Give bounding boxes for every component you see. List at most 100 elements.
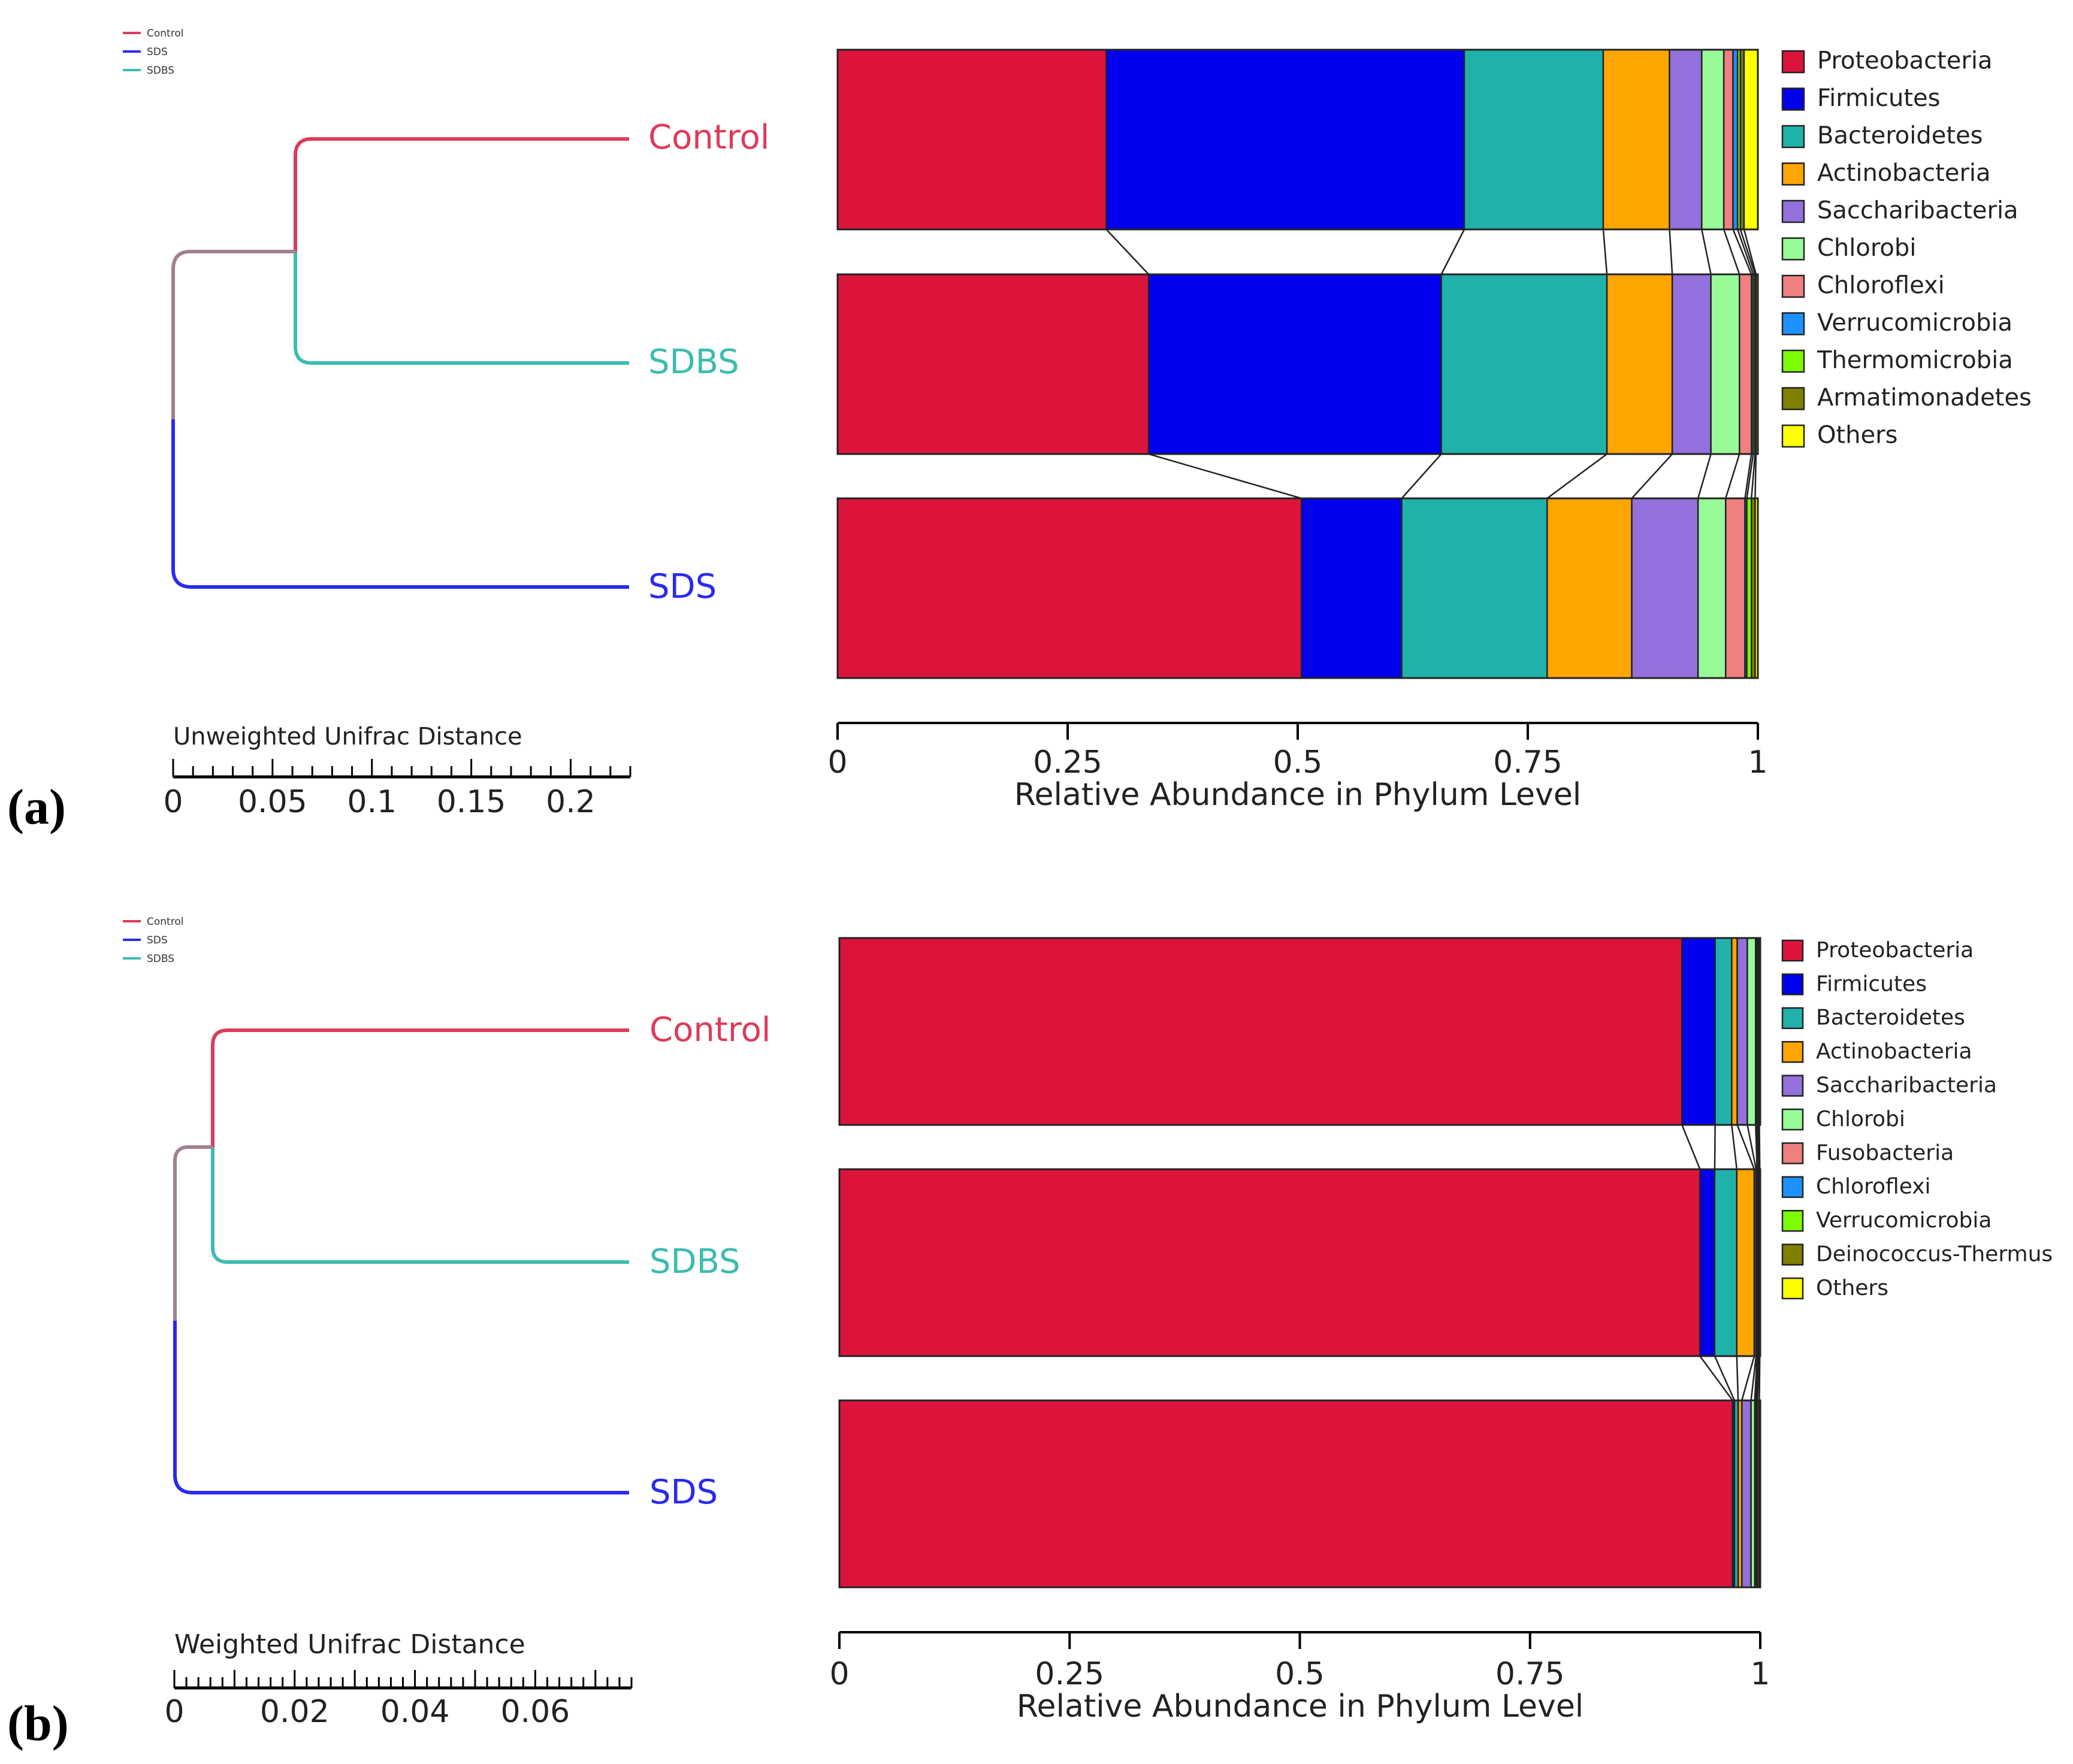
connector-actinobacteria [1741,1355,1755,1401]
connector-armatimonadetes [1743,229,1757,275]
distance-scale-a: Unweighted Unifrac Distance 0 0.05 0.1 0.15… [163,723,631,820]
legend-label: Others [1816,1276,1888,1300]
scale-tick-label: 0.1 [347,784,397,820]
legend-item-thermomicrobia: Thermomicrobia [1781,347,2013,374]
x-tick-label: 1 [1750,1656,1770,1692]
connector-saccharibacteria [1701,229,1712,275]
connector-firmicutes [1440,229,1465,275]
connector-proteobacteria [1105,229,1150,275]
x-tick-label: 0.75 [1495,1656,1565,1692]
bar-outline-control [836,49,1759,231]
bar-segment-sds-firmicutes [1300,497,1403,679]
connector-chloroflexi [1744,453,1752,499]
bar-segment-control-firmicutes [1105,49,1465,231]
legend-swatch [1781,424,1805,448]
legend-swatch [1781,349,1805,373]
x-tick-label: 0.25 [1035,1656,1104,1692]
bar-segment-control-chlorobi [1701,49,1725,231]
bar-outline-sdbs [838,1168,1761,1357]
dendro-b-leaf-sdbs: SDBS [649,1242,741,1281]
legend-swatch [1781,1209,1804,1232]
legend-item-chlorobi: Chlorobi [1781,1107,1905,1131]
bar-segment-control-actinobacteria [1602,49,1670,231]
connector-actinobacteria [1669,229,1673,275]
connector-bacteroidetes [1736,1355,1739,1401]
connector-thermomicrobia [1751,453,1756,499]
legend-item-actinobacteria: Actinobacteria [1781,159,1991,187]
legend-swatch [1781,1243,1804,1266]
legend-swatch [1781,387,1805,410]
connector-proteobacteria [1699,1355,1733,1401]
bar-segment-sdbs-actinobacteria [1736,1168,1755,1357]
legend-item-saccharibacteria: Saccharibacteria [1781,1073,1997,1097]
bar-segment-sdbs-chlorobi [1710,273,1740,455]
legend-label: Others [1817,422,1897,449]
bar-segment-sds-proteobacteria [836,497,1303,679]
connector-actinobacteria [1736,1124,1755,1170]
scale-tick-label: 0 [163,784,183,820]
legend-item-proteobacteria: Proteobacteria [1781,938,1974,963]
legend-label: Verrucomicrobia [1816,1208,1992,1233]
mini-legend-label-sdbs: SDBS [147,953,174,965]
bar-segment-control-chloroflexi [1723,49,1734,231]
legend-item-chlorobi: Chlorobi [1781,234,1916,262]
panel-label-a: (a) [7,779,66,835]
connector-deinococcus-thermus [1758,1124,1761,1170]
bar-outline-sds [836,497,1759,679]
legend-item-others: Others [1781,422,1897,449]
connector-chlorobi [1723,229,1740,275]
bar-sdbs [836,273,1759,455]
mini-legend-label-control: Control [147,916,183,928]
legend-swatch [1781,237,1805,261]
bar-segment-sds-saccharibacteria [1631,497,1699,679]
bar-segment-sdbs-bacteroidetes [1440,273,1608,455]
connector-chloroflexi [1732,229,1752,275]
x-tick-label: 0.5 [1273,745,1323,780]
dendro-a-branch-sds [171,419,629,589]
bar-control [836,49,1759,231]
bar-segment-control-firmicutes [1681,937,1716,1126]
legend-b: Proteobacteria Firmicutes Bacteroidetes Act… [1781,938,2053,1300]
mini-legend-a: Control SDS SDBS [123,28,183,77]
connector-chlorobi [1754,1355,1758,1401]
bar-control [838,937,1761,1126]
bar-segment-sds-bacteroidetes [1401,497,1548,679]
dendro-a-branch-root [171,250,295,419]
legend-swatch [1781,87,1805,111]
legend-item-bacteroidetes: Bacteroidetes [1781,122,1983,150]
legend-label: Chloroflexi [1817,272,1945,299]
legend-label: Actinobacteria [1817,159,1991,187]
dendro-a-branch-sdbs [294,252,629,365]
legend-label: Bacteroidetes [1817,122,1983,150]
connector-proteobacteria [1148,453,1302,500]
distance-scale-b-ticks: 0 0.02 0.04 0.06 [164,1670,633,1730]
legend-item-armatimonadetes: Armatimonadetes [1781,384,2032,412]
x-axis-a: 0 0.25 0.5 0.75 1 [827,722,1768,780]
bar-segment-sdbs-proteobacteria [838,1168,1701,1357]
distance-scale-a-title: Unweighted Unifrac Distance [173,723,522,751]
panel-label-b: (b) [7,1696,69,1751]
legend-label: Actinobacteria [1816,1039,1972,1064]
legend-label: Saccharibacteria [1816,1073,1997,1097]
bar-segment-sdbs-actinobacteria [1606,273,1673,455]
legend-label: Deinococcus-Thermus [1816,1242,2053,1266]
bar-segment-control-actinobacteria [1731,937,1738,1126]
scale-tick-label: 0.15 [437,784,506,820]
legend-a: Proteobacteria Firmicutes Bacteroidetes Act… [1781,47,2032,449]
scale-tick-label: 0.06 [500,1694,570,1730]
connector-bacteroidetes [1546,453,1607,500]
bar-sds [836,497,1759,679]
bar-segment-control-saccharibacteria [1669,49,1703,231]
legend-item-saccharibacteria: Saccharibacteria [1781,197,2018,225]
bar-segment-sdbs-saccharibacteria [1671,273,1712,455]
legend-label: Bacteroidetes [1816,1006,1965,1030]
connector-proteobacteria [1681,1124,1701,1170]
x-tick-label: 0.5 [1275,1656,1325,1692]
connector-bacteroidetes [1602,229,1608,275]
bar-segment-sdbs-firmicutes [1699,1168,1716,1357]
bar-outline-control [838,937,1761,1126]
distance-scale-b-title: Weighted Unifrac Distance [174,1629,525,1660]
x-axis-b-label: Relative Abundance in Phylum Level [1017,1689,1584,1724]
legend-swatch [1781,50,1805,74]
mini-legend-label-control: Control [147,28,183,40]
